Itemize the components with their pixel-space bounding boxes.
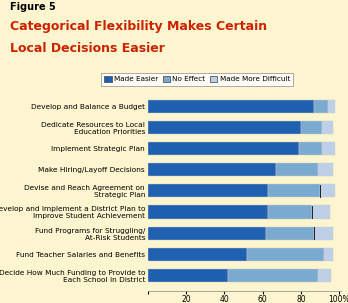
Legend: Made Easier, No Effect, Made More Difficult: Made Easier, No Effect, Made More Diffic… (101, 73, 293, 85)
Bar (299, 142, 322, 155)
Bar (148, 121, 301, 134)
Bar (314, 100, 328, 113)
Bar (276, 163, 318, 176)
Bar (318, 163, 333, 176)
Bar (148, 227, 267, 240)
Bar (148, 269, 228, 282)
Bar (148, 142, 299, 155)
Bar (324, 248, 333, 261)
Bar (148, 100, 314, 113)
Bar (148, 205, 268, 218)
Bar (328, 100, 335, 113)
Text: Local Decisions Easier: Local Decisions Easier (10, 42, 165, 55)
Bar (301, 121, 322, 134)
Bar (268, 184, 320, 198)
Bar (148, 184, 268, 198)
Bar (322, 121, 333, 134)
Bar (148, 248, 247, 261)
Bar (313, 205, 330, 218)
Bar (228, 269, 318, 282)
Bar (148, 163, 276, 176)
Bar (318, 269, 332, 282)
Bar (322, 142, 335, 155)
Bar (314, 227, 333, 240)
Bar (268, 205, 313, 218)
Bar (247, 248, 324, 261)
Bar (267, 227, 314, 240)
Text: Categorical Flexibility Makes Certain: Categorical Flexibility Makes Certain (10, 19, 268, 32)
Text: Figure 5: Figure 5 (10, 2, 56, 12)
Bar (320, 184, 335, 198)
